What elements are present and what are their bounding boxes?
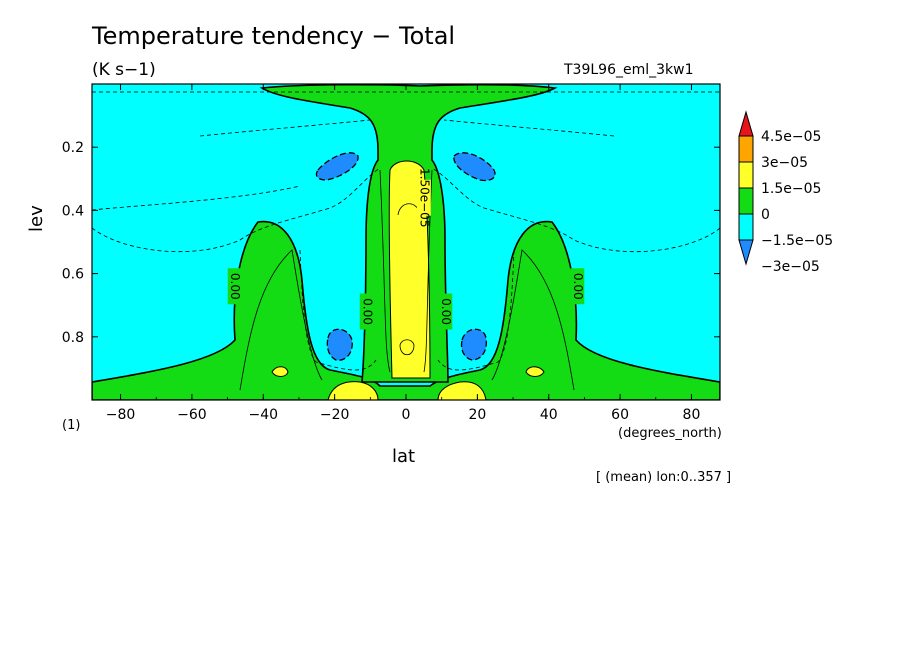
colorbar-label-1: 3e−05 (761, 155, 808, 171)
x-tick-label-6: 40 (540, 407, 558, 423)
x-tick-label-8: 80 (683, 407, 701, 423)
contour-dashed-4 (199, 119, 371, 137)
colorbar-label-5: −3e−05 (761, 259, 820, 275)
y-tick-label-2: 0.6 (62, 267, 84, 283)
run-id: T39L96_eml_3kw1 (564, 62, 694, 78)
contour-label-bg-2 (438, 293, 453, 330)
x-axis-units: (degrees_north) (618, 426, 722, 441)
region-yellow-2 (437, 381, 487, 400)
plot-area: 0.00 0.00 0.00 0.00 1.50e−05 (92, 84, 720, 400)
region-yellow-4 (525, 366, 545, 377)
x-axis-label: lat (392, 446, 416, 467)
x-tick-label-0: −80 (106, 407, 136, 423)
y-tick-label-0: 0.2 (62, 140, 84, 156)
contour-dashed-6 (92, 185, 301, 211)
x-tick-label-3: −20 (320, 407, 350, 423)
contour-label-0: 0.00 (228, 273, 242, 300)
colorbar-label-2: 1.5e−05 (761, 181, 821, 197)
contour-dashed-3 (437, 249, 515, 371)
chart-title: Temperature tendency − Total (92, 22, 456, 50)
contour-label-bg-3 (570, 268, 585, 305)
colorbar-band-1 (738, 161, 754, 189)
region-blue-2 (326, 328, 353, 361)
contour-label-bg-1 (359, 293, 374, 330)
region-blue-3 (460, 328, 488, 361)
contour-label-1: 0.00 (360, 298, 374, 325)
x-tick-label-7: 60 (611, 407, 629, 423)
colorbar-band-0 (738, 135, 754, 163)
contour-label-3: 0.00 (571, 273, 585, 300)
region-blue-1 (453, 152, 496, 182)
contour-label-bg-0 (227, 268, 242, 305)
colorbar-extend-top (738, 110, 754, 137)
colorbar-band-3 (738, 213, 754, 241)
contour-field: 0.00 0.00 0.00 0.00 1.50e−05 (92, 84, 720, 400)
colorbar-label-0: 4.5e−05 (761, 129, 821, 145)
contour-solid-0 (239, 249, 323, 391)
y-tick-label-1: 0.4 (62, 203, 84, 219)
contour-dashed-0 (92, 167, 381, 253)
region-blue-0 (315, 152, 359, 181)
colorbar-band-2 (738, 187, 754, 215)
contour-dashed-2 (299, 249, 377, 371)
colorbar-extend-bottom (738, 239, 754, 266)
averaging-note: [ (mean) lon:0..357 ] (596, 470, 732, 485)
contour-label-4: 1.50e−05 (417, 168, 431, 227)
chart-units: (K s−1) (92, 60, 156, 80)
colorbar-label-3: 0 (761, 207, 770, 223)
contour-label-2: 0.00 (439, 298, 453, 325)
contour-solid-3 (399, 339, 415, 356)
y-axis-units: (1) (62, 418, 81, 433)
contour-dashed-5 (443, 119, 615, 137)
x-tick-label-2: −40 (248, 407, 278, 423)
colorbar-label-4: −1.5e−05 (761, 233, 833, 249)
x-tick-label-4: 0 (402, 407, 411, 423)
axes: −80 −60 −40 −20 0 20 40 60 80 0.2 0.4 0.6 0.8 (62, 83, 721, 423)
colorbar: 4.5e−05 3e−05 1.5e−05 0 −1.5e−05 −3e−05 (738, 110, 833, 275)
contour-dashed-1 (431, 167, 720, 253)
contour-solid-1 (491, 249, 575, 391)
region-yellow-3 (271, 366, 289, 377)
contour-label-bg-4 (416, 179, 431, 216)
x-tick-label-5: 20 (468, 407, 486, 423)
region-yellow-1 (327, 381, 379, 400)
contour-solid-4 (379, 169, 391, 373)
x-tick-label-1: −60 (177, 407, 207, 423)
y-tick-label-3: 0.8 (62, 330, 84, 346)
y-axis-label: lev (26, 205, 47, 232)
